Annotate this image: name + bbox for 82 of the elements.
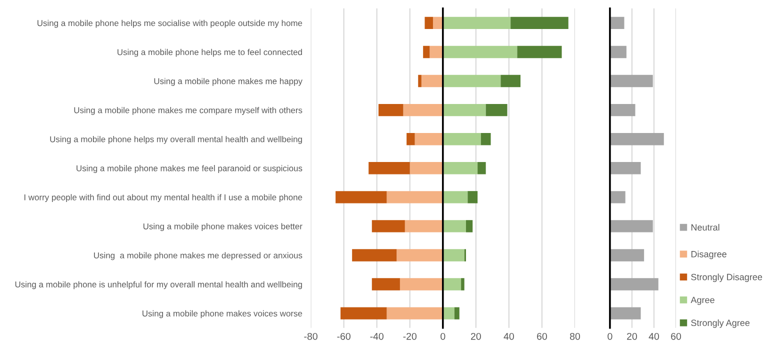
bar — [400, 278, 443, 290]
bar — [610, 278, 658, 290]
bar — [610, 46, 626, 58]
bar — [442, 191, 468, 204]
bar — [442, 249, 464, 262]
legend-label: Agree — [690, 296, 714, 305]
bar — [372, 278, 400, 290]
bar — [442, 278, 462, 290]
y-tick-label: Using a mobile phone is unhelpful for my overall mental health and wellbeing — [15, 281, 302, 290]
bar — [340, 307, 387, 320]
bar — [461, 278, 464, 290]
bar — [442, 16, 511, 30]
bar — [610, 74, 653, 88]
x-tick-label: 20 — [627, 332, 637, 340]
x-tick-label: 60 — [671, 332, 682, 340]
x-tick-label: -60 — [337, 332, 350, 340]
legend-label: Disagree — [691, 250, 726, 260]
x-tick-label: 0 — [440, 332, 446, 340]
bar — [466, 220, 473, 232]
bar — [372, 220, 405, 232]
bar — [378, 104, 404, 116]
x-tick-label: 0 — [608, 332, 612, 340]
bar — [486, 104, 508, 116]
bar — [423, 46, 430, 58]
bar — [442, 74, 501, 88]
bar — [500, 74, 520, 88]
bar — [454, 307, 460, 320]
bar — [442, 104, 486, 116]
y-tick-label: Using a mobile phone makes voices better — [143, 223, 302, 232]
bar — [610, 191, 626, 204]
bar — [406, 132, 415, 146]
bar — [610, 16, 624, 30]
y-tick-label: Using a mobile phone makes me feel paranoid or suspicious — [76, 165, 302, 173]
bar — [414, 132, 443, 146]
y-tick-label: Using a mobile phone makes me depressed or anxious — [94, 252, 302, 260]
bar — [442, 46, 518, 58]
bar — [352, 249, 397, 262]
x-tick-label: 40 — [504, 332, 514, 340]
y-tick-label: Using a mobile phone makes me happy — [154, 78, 302, 86]
bar — [480, 132, 491, 146]
x-tick-label: 20 — [470, 332, 481, 340]
x-tick-label: 40 — [648, 332, 659, 340]
bar — [410, 162, 443, 174]
bar — [430, 46, 443, 58]
bar — [478, 162, 486, 174]
y-tick-label: Using a mobile phone helps me to feel connected — [118, 48, 302, 57]
x-tick-label: -20 — [403, 332, 417, 340]
bar — [421, 74, 443, 88]
bar — [424, 16, 433, 30]
bar — [610, 132, 664, 146]
bar — [403, 104, 443, 116]
bar — [442, 307, 454, 320]
bar — [396, 249, 443, 262]
y-tick-label: Using a mobile phone helps my overall mental health and wellbeing — [50, 136, 302, 144]
bar — [610, 162, 641, 174]
bar — [418, 74, 422, 88]
y-tick-label: I worry people with find out about my mental health if I use a mobile phone — [24, 194, 302, 202]
bar — [610, 220, 653, 232]
bar — [442, 162, 478, 174]
legend-label: Strongly Disagree — [691, 274, 762, 282]
bar — [468, 191, 478, 204]
bar — [404, 220, 443, 232]
legend-label: Neutral — [691, 224, 720, 231]
bar — [442, 220, 466, 232]
x-tick-label: -40 — [370, 332, 384, 340]
bar — [368, 162, 410, 174]
bar — [510, 16, 568, 30]
bar — [386, 307, 443, 320]
bar — [442, 132, 481, 146]
legend-label: Strongly Agree — [691, 319, 750, 328]
bar — [610, 307, 641, 320]
y-tick-label: Using a mobile phone helps me socialise with people outside my home — [38, 20, 302, 28]
x-tick-label: -80 — [304, 332, 318, 340]
bar — [610, 249, 644, 262]
bar — [610, 104, 636, 116]
x-tick-label: 60 — [537, 332, 547, 340]
y-tick-label: Using a mobile phone makes voices worse — [142, 310, 302, 318]
x-tick-label: 80 — [570, 332, 580, 340]
y-tick-label: Using a mobile phone makes me compare myself with others — [74, 106, 302, 115]
bar — [386, 191, 443, 204]
bar — [336, 191, 387, 204]
bar — [517, 46, 562, 58]
